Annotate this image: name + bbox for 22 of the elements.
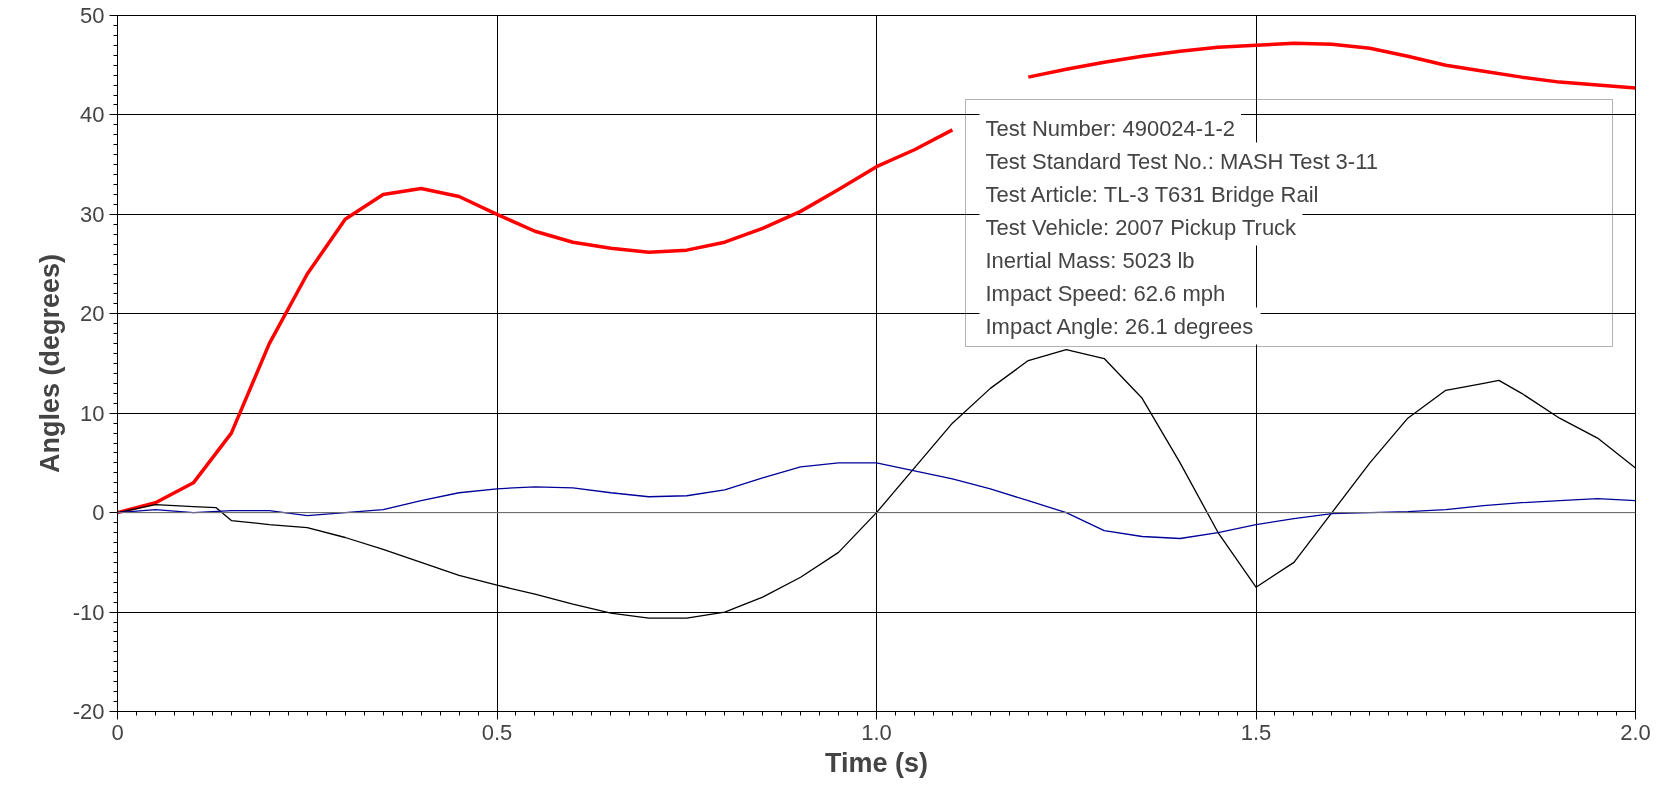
- annotation: Test Number: 490024-1-2: [985, 115, 1235, 141]
- annotation: Impact Angle: 26.1 degrees: [985, 313, 1254, 339]
- x-axis-title: Time (s): [824, 747, 929, 778]
- x-tick-label: 1.5: [1240, 719, 1272, 745]
- annotation: Test Article: TL-3 T631 Bridge Rail: [985, 181, 1319, 207]
- x-tick-label: 0.5: [481, 719, 513, 745]
- y-tick-label: 20: [80, 301, 105, 327]
- y-tick-label: 0: [92, 500, 105, 526]
- y-tick-label: -20: [72, 699, 105, 724]
- y-tick-label: -10: [72, 599, 105, 625]
- y-tick-label: 40: [80, 102, 105, 128]
- y-tick-label: 30: [80, 201, 105, 227]
- annotation: Test Standard Test No.: MASH Test 3-11: [985, 148, 1379, 174]
- annotation: Inertial Mass: 5023 lb: [985, 247, 1195, 273]
- annotation: Test Vehicle: 2007 Pickup Truck: [985, 214, 1298, 240]
- y-tick-label: 50: [80, 3, 105, 28]
- y-tick-label: 10: [80, 400, 105, 426]
- x-tick-label: 0: [111, 719, 124, 745]
- y-axis-title: Angles (degrees): [34, 253, 65, 474]
- x-tick-label: 1.0: [861, 719, 892, 745]
- x-tick-label: 2.0: [1620, 719, 1651, 745]
- annotation: Impact Speed: 62.6 mph: [985, 280, 1226, 306]
